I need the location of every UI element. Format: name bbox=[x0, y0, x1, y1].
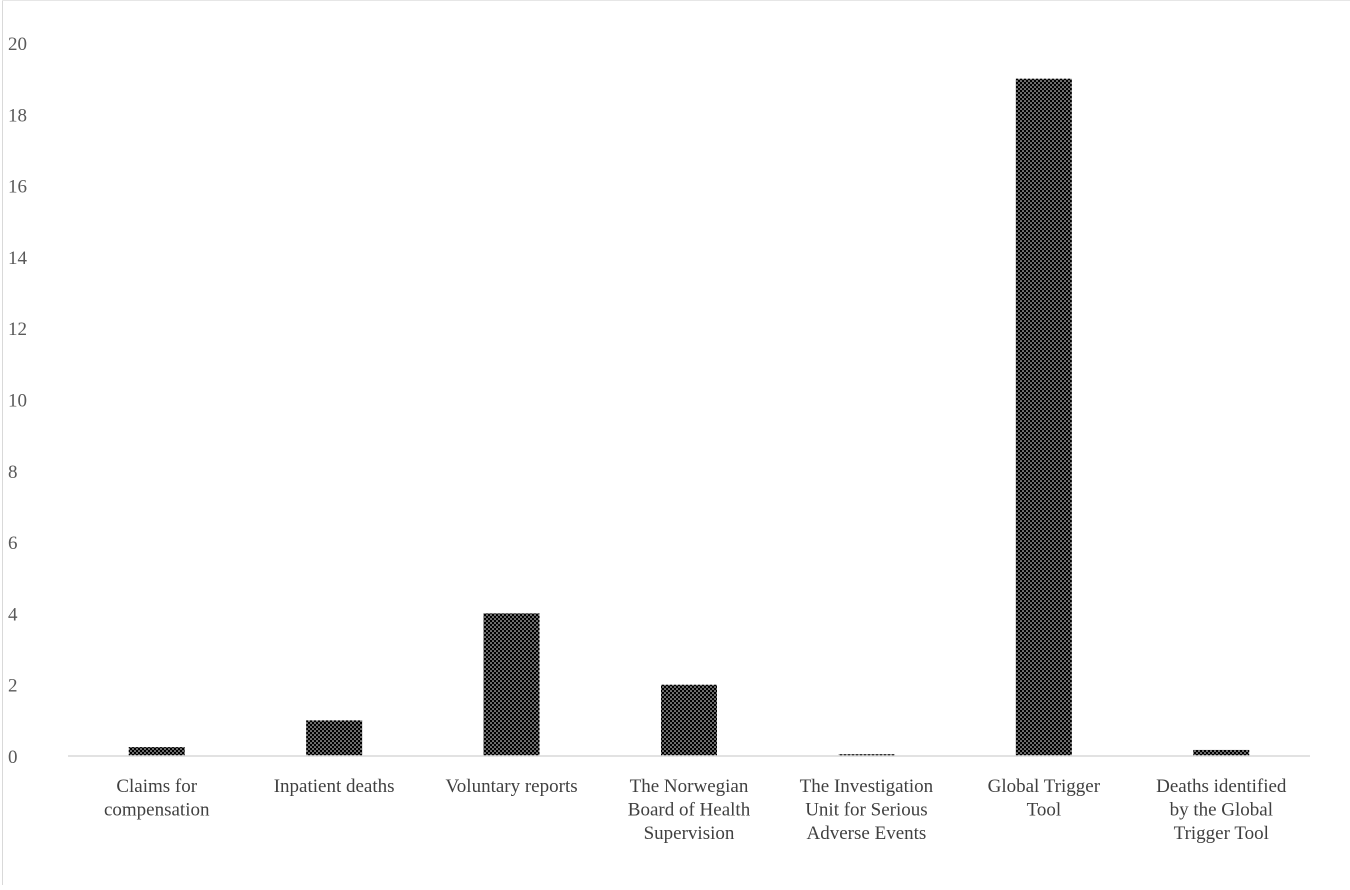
x-category-label-line: Global Trigger bbox=[988, 776, 1101, 797]
x-category-label: Deaths identified by the Global Trigger To… bbox=[1156, 776, 1287, 844]
x-category-label-line: Trigger Tool bbox=[1174, 823, 1269, 844]
bar bbox=[306, 720, 363, 756]
x-category-label: Inpatient deaths bbox=[274, 776, 395, 797]
x-category-label-line: by the Global bbox=[1170, 800, 1273, 821]
x-category-label-line: compensation bbox=[104, 800, 210, 821]
bar bbox=[838, 754, 895, 756]
x-category-label: The Norwegian Board of Health Supervision bbox=[628, 776, 751, 844]
y-tick-label: 8 bbox=[8, 462, 18, 483]
bar bbox=[661, 684, 717, 756]
x-category-label-line: Tool bbox=[1027, 800, 1062, 821]
y-tick-label: 4 bbox=[8, 604, 18, 625]
x-category-label-line: Deaths identified bbox=[1156, 776, 1287, 797]
x-axis-category-labels: Claims for compensation Inpatient deaths Vo… bbox=[104, 776, 1287, 844]
x-category-label: Voluntary reports bbox=[446, 776, 578, 797]
x-category-label-line: The Norwegian bbox=[630, 776, 749, 797]
x-category-label-line: Inpatient deaths bbox=[274, 776, 395, 797]
chart-frame-top bbox=[2, 0, 1350, 1]
x-category-label-line: Board of Health bbox=[628, 800, 751, 821]
x-category-label: The Investigation Unit for Serious Adverse… bbox=[800, 776, 934, 844]
chart-frame-left bbox=[2, 0, 3, 885]
y-tick-label: 20 bbox=[8, 34, 27, 55]
y-tick-label: 18 bbox=[8, 105, 27, 126]
x-category-label-line: Supervision bbox=[644, 823, 735, 844]
bar bbox=[1193, 749, 1250, 756]
y-tick-label: 12 bbox=[8, 319, 27, 340]
bar-series bbox=[128, 78, 1250, 756]
y-tick-label: 16 bbox=[8, 177, 27, 198]
x-category-label-line: Claims for bbox=[116, 776, 197, 797]
y-tick-label: 2 bbox=[8, 676, 18, 697]
y-tick-label: 0 bbox=[8, 747, 18, 768]
y-axis-tick-labels: 0 2 4 6 8 10 12 14 16 18 20 bbox=[8, 34, 28, 768]
x-category-label-line: Voluntary reports bbox=[446, 776, 578, 797]
x-category-label-line: Unit for Serious bbox=[805, 800, 927, 821]
x-category-label: Global Trigger Tool bbox=[988, 776, 1101, 821]
y-tick-label: 6 bbox=[8, 533, 18, 554]
x-category-label-line: Adverse Events bbox=[807, 823, 927, 844]
x-category-label-line: The Investigation bbox=[800, 776, 934, 797]
x-category-label: Claims for compensation bbox=[104, 776, 210, 821]
bar bbox=[128, 747, 185, 756]
bar bbox=[483, 613, 540, 756]
bar bbox=[1015, 78, 1072, 756]
y-tick-label: 10 bbox=[8, 391, 27, 412]
y-tick-label: 14 bbox=[8, 248, 28, 269]
